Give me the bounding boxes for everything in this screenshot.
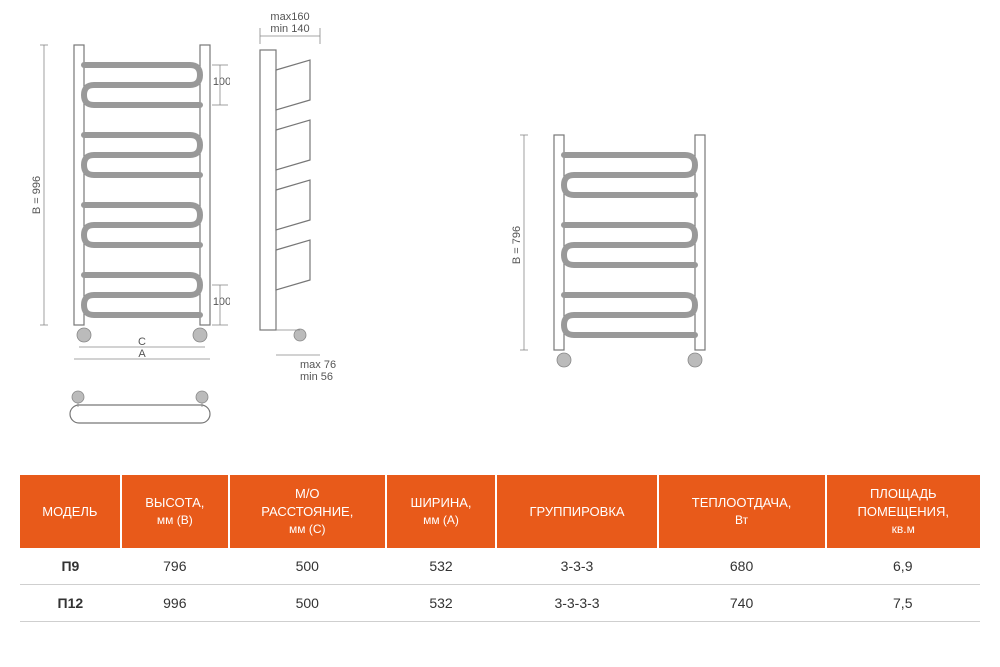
cell-width: 532 xyxy=(386,584,497,621)
label-100-bottom: 100 xyxy=(213,296,230,308)
table-row: П97965005323-3-36806,9 xyxy=(20,548,980,585)
label-100-top: 100 xyxy=(213,76,230,88)
col-area: ПЛОЩАДЬ ПОМЕЩЕНИЯ, кв.м xyxy=(826,475,980,548)
cell-area: 7,5 xyxy=(826,584,980,621)
diagram-top xyxy=(50,385,230,445)
label-c: C xyxy=(138,336,146,348)
cell-grouping: 3-3-3 xyxy=(496,548,657,585)
diagram-front-left: B = 996 C A 100 100 xyxy=(30,25,230,365)
col-heat: ТЕПЛООТДАЧА, Вт xyxy=(658,475,826,548)
col-model: МОДЕЛЬ xyxy=(20,475,121,548)
col-grouping: ГРУППИРОВКА xyxy=(496,475,657,548)
cell-heat: 740 xyxy=(658,584,826,621)
cell-model: П9 xyxy=(20,548,121,585)
label-depth-min: min 140 xyxy=(270,23,309,35)
cell-height: 996 xyxy=(121,584,229,621)
label-b-left: B = 996 xyxy=(31,176,43,214)
label-depth-max: max160 xyxy=(270,11,309,23)
col-spacing: М/О РАССТОЯНИЕ, мм (С) xyxy=(229,475,386,548)
cell-grouping: 3-3-3-3 xyxy=(496,584,657,621)
label-proj-min: min 56 xyxy=(300,371,333,380)
cell-spacing: 500 xyxy=(229,548,386,585)
cell-width: 532 xyxy=(386,548,497,585)
col-width: ШИРИНА, мм (А) xyxy=(386,475,497,548)
table-row: П129965005323-3-3-37407,5 xyxy=(20,584,980,621)
cell-heat: 680 xyxy=(658,548,826,585)
spec-table: МОДЕЛЬ ВЫСОТА, мм (В) М/О РАССТОЯНИЕ, мм… xyxy=(20,475,980,622)
diagram-front-right: B = 796 xyxy=(510,120,730,390)
diagram-side: max160 min 140 max 76 min 56 xyxy=(240,10,370,380)
cell-model: П12 xyxy=(20,584,121,621)
label-b-right: B = 796 xyxy=(511,226,523,264)
cell-area: 6,9 xyxy=(826,548,980,585)
cell-spacing: 500 xyxy=(229,584,386,621)
col-height: ВЫСОТА, мм (В) xyxy=(121,475,229,548)
cell-height: 796 xyxy=(121,548,229,585)
spec-table-container: МОДЕЛЬ ВЫСОТА, мм (В) М/О РАССТОЯНИЕ, мм… xyxy=(20,475,980,622)
label-proj-max: max 76 xyxy=(300,359,336,371)
diagrams-area: B = 996 C A 100 100 ma xyxy=(0,0,1000,460)
label-a: A xyxy=(138,348,146,360)
